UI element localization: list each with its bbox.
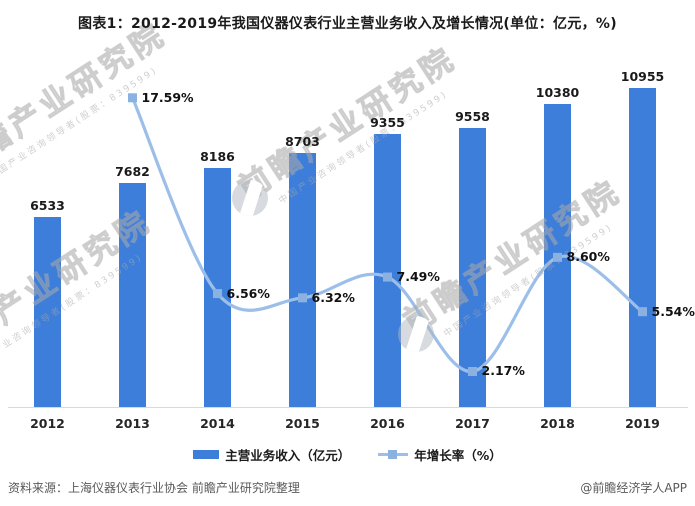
bar-2015 bbox=[289, 153, 316, 407]
legend-bar-swatch-icon bbox=[193, 450, 220, 459]
x-axis-label-2015: 2015 bbox=[285, 416, 320, 431]
x-axis-label-2013: 2013 bbox=[115, 416, 150, 431]
legend-line-marker-icon bbox=[388, 450, 398, 459]
watermark-sub-text: 中国产业咨询领导者(股票：839599) bbox=[0, 65, 160, 183]
x-axis-label-2017: 2017 bbox=[455, 416, 490, 431]
x-axis-label-2014: 2014 bbox=[200, 416, 235, 431]
growth-point-label-2014: 6.56% bbox=[226, 285, 270, 301]
bar-value-label-2012: 6533 bbox=[30, 197, 65, 213]
growth-point-label-2017: 2.17% bbox=[481, 363, 525, 379]
bar-2013 bbox=[119, 183, 146, 407]
x-axis-line bbox=[8, 407, 688, 408]
x-axis-label-2018: 2018 bbox=[540, 416, 575, 431]
watermark-logo-icon bbox=[398, 316, 434, 352]
watermark-brand-text: 前瞻产业研究院 bbox=[0, 202, 159, 371]
x-axis-label-2012: 2012 bbox=[30, 416, 65, 431]
watermark-text: 前瞻产业研究院 中国产业咨询领导者(股票：839599) bbox=[208, 20, 492, 234]
legend-item-growth: 年增长率（%） bbox=[378, 445, 502, 464]
x-axis-label-2016: 2016 bbox=[370, 416, 405, 431]
x-axis-label-2019: 2019 bbox=[625, 416, 660, 431]
legend-bar-label: 主营业务收入（亿元） bbox=[225, 448, 351, 463]
bar-value-label-2014: 8186 bbox=[200, 149, 235, 165]
bar-value-label-2015: 8703 bbox=[285, 134, 320, 150]
growth-point-label-2015: 6.32% bbox=[311, 289, 355, 305]
footer: 资料来源：上海仪器仪表行业协会 前瞻产业研究院整理 @前瞻经济学人APP bbox=[8, 479, 687, 496]
legend-line-label: 年增长率（%） bbox=[414, 448, 502, 463]
watermark-sub-text: 中国产业咨询领导者(股票：839599) bbox=[0, 252, 145, 370]
growth-point-label-2016: 7.49% bbox=[396, 269, 440, 285]
bar-2019 bbox=[629, 87, 656, 407]
chart-title: 图表1：2012-2019年我国仪器仪表行业主营业务收入及增长情况(单位：亿元，… bbox=[78, 16, 617, 32]
bar-value-label-2016: 9355 bbox=[370, 115, 405, 131]
bar-value-label-2019: 10955 bbox=[620, 68, 665, 84]
watermark-text: 前瞻产业研究院 中国产业咨询领导者(股票：839599) bbox=[0, 183, 187, 397]
legend: 主营业务收入（亿元） 年增长率（%） bbox=[0, 445, 695, 464]
watermark-logo-icon bbox=[232, 180, 268, 216]
bar-value-label-2017: 9558 bbox=[455, 109, 490, 125]
bar-value-label-2018: 10380 bbox=[535, 85, 580, 101]
growth-point-label-2013: 17.59% bbox=[141, 89, 194, 105]
bar-2012 bbox=[34, 216, 61, 407]
bar-value-label-2013: 7682 bbox=[115, 164, 150, 180]
credit-text: @前瞻经济学人APP bbox=[580, 481, 687, 495]
growth-point-marker-2013 bbox=[128, 93, 137, 103]
growth-point-label-2019: 5.54% bbox=[651, 303, 695, 319]
legend-line-swatch-icon bbox=[378, 450, 409, 459]
watermark-text: 前瞻产业研究院 中国产业咨询领导者(股票：839599) bbox=[373, 153, 657, 367]
growth-point-label-2018: 8.60% bbox=[566, 249, 610, 265]
legend-item-revenue: 主营业务收入（亿元） bbox=[193, 445, 350, 464]
source-text: 资料来源：上海仪器仪表行业协会 前瞻产业研究院整理 bbox=[8, 481, 300, 495]
